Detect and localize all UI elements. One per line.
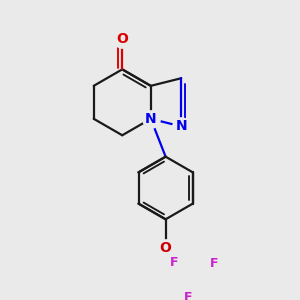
Text: F: F: [170, 256, 179, 268]
Text: N: N: [145, 112, 157, 126]
Text: O: O: [116, 32, 128, 46]
Text: F: F: [210, 257, 218, 270]
Text: F: F: [183, 291, 192, 300]
Text: N: N: [176, 119, 187, 134]
Text: O: O: [160, 241, 172, 255]
